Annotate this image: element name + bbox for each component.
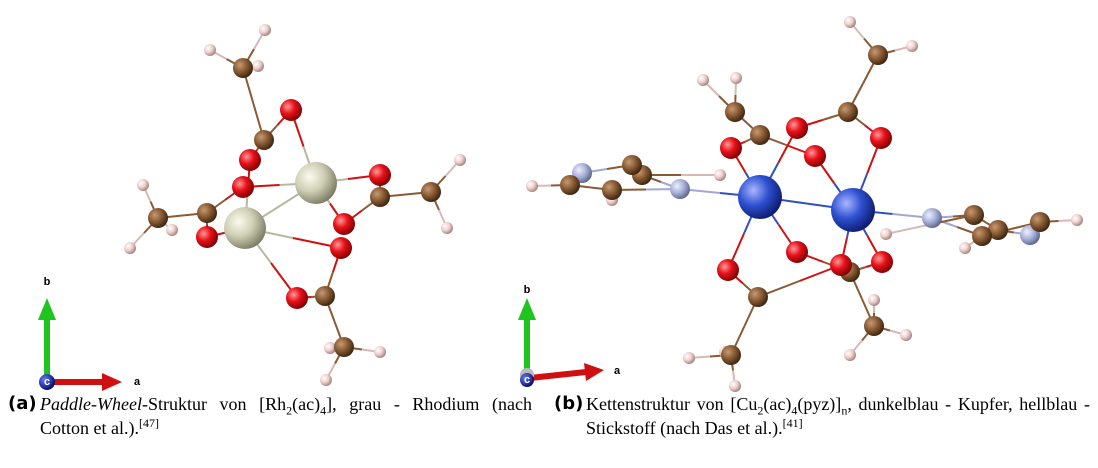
atom — [320, 374, 332, 386]
bond — [886, 225, 930, 235]
atom — [900, 329, 912, 341]
atom — [844, 349, 856, 361]
atom — [259, 24, 271, 36]
caption-label: (b) — [554, 392, 583, 416]
atom — [786, 241, 808, 263]
atom — [441, 222, 453, 234]
atom — [369, 164, 391, 186]
b-arrow — [518, 298, 536, 320]
atom — [720, 137, 742, 159]
atom — [454, 154, 466, 166]
atom — [1071, 214, 1083, 226]
atom — [334, 337, 354, 357]
atom — [714, 169, 726, 181]
atom — [868, 294, 880, 306]
axis-triad: b a c — [38, 276, 141, 391]
atom — [871, 251, 893, 273]
caption-text: Kettenstruktur von [Cu — [586, 394, 757, 414]
atom — [831, 188, 875, 232]
caption: (b) Kettenstruktur von [Cu2(ac)4(pyz)]n,… — [554, 392, 1090, 440]
atom — [964, 205, 984, 225]
atom — [421, 182, 441, 202]
atom — [622, 155, 642, 175]
atom — [370, 187, 390, 207]
atom — [725, 102, 745, 122]
atom — [254, 130, 274, 150]
atom — [864, 316, 884, 336]
caption-text: (pyz)] — [797, 394, 841, 414]
atom — [204, 44, 216, 56]
caption-ref: [41] — [783, 416, 803, 430]
b-arrow — [38, 298, 56, 320]
atom — [670, 179, 690, 199]
atom — [683, 352, 695, 364]
atom — [374, 346, 386, 358]
atom — [804, 145, 826, 167]
axis-triad: b a c — [518, 284, 621, 387]
caption-text: (ac) — [763, 394, 791, 414]
atom — [838, 102, 858, 122]
atom — [239, 149, 261, 171]
molecules — [124, 16, 1083, 392]
b-label: b — [44, 276, 51, 288]
atom — [786, 117, 808, 139]
atom — [717, 259, 739, 281]
atom — [197, 203, 217, 223]
atom — [252, 60, 264, 72]
atom — [880, 228, 892, 240]
atom — [1030, 212, 1050, 232]
a-label: a — [614, 365, 621, 377]
atom — [315, 286, 335, 306]
atom — [148, 208, 168, 228]
caption-ref: [47] — [139, 416, 159, 430]
c-label: c — [524, 374, 530, 386]
atom — [295, 162, 337, 204]
atom — [330, 237, 352, 259]
atom — [922, 208, 942, 228]
atom — [844, 16, 856, 28]
caption-label: (a) — [8, 392, 37, 416]
atom — [602, 180, 622, 200]
atom — [738, 175, 782, 219]
atom — [224, 207, 266, 249]
a-label: a — [134, 376, 141, 388]
atom — [333, 213, 355, 235]
caption-text: -Struktur von [Rh — [142, 394, 286, 414]
atom — [906, 40, 918, 52]
atom — [233, 58, 253, 78]
atom — [972, 226, 992, 246]
c-label: c — [44, 376, 50, 388]
atom — [196, 226, 218, 248]
atom — [721, 345, 741, 365]
atom — [166, 224, 178, 236]
atom — [280, 99, 302, 121]
a-axis — [530, 372, 586, 378]
molecule-figure: b a c b a c — [0, 0, 1098, 392]
atom — [729, 380, 741, 392]
caption: (a) Paddle-Wheel-Struktur von [Rh2(ac)4]… — [8, 392, 532, 440]
figure: b a c b a c (a) Paddle-Wheel-Struktur vo… — [0, 0, 1098, 468]
atom — [697, 74, 709, 86]
atom — [868, 45, 888, 65]
atom — [124, 242, 136, 254]
caption-text: (ac) — [292, 394, 320, 414]
caption-text: Paddle-Wheel — [40, 394, 142, 414]
a-arrow — [584, 363, 604, 381]
atom — [232, 176, 254, 198]
atom — [560, 175, 580, 195]
a-arrow — [102, 373, 122, 391]
b-label: b — [524, 284, 531, 296]
atom — [286, 287, 308, 309]
atom — [748, 287, 768, 307]
atom — [750, 125, 770, 145]
atom — [870, 127, 892, 149]
atom — [959, 242, 971, 254]
atom — [730, 72, 742, 84]
atom — [137, 179, 149, 191]
atom — [526, 180, 538, 192]
atom — [830, 254, 852, 276]
